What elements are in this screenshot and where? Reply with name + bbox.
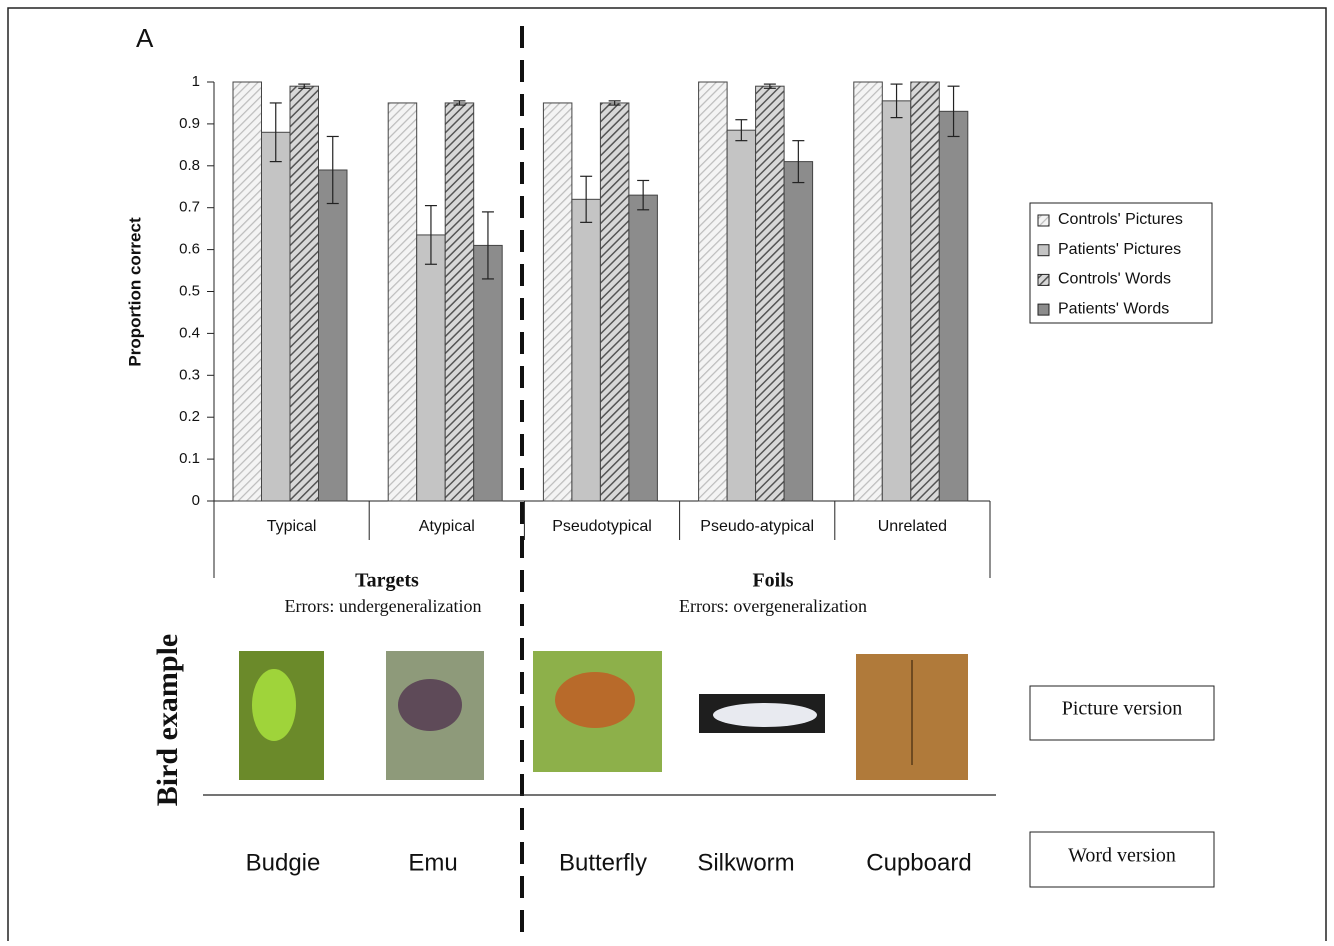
group-sublabel: Errors: undergeneralization bbox=[284, 596, 481, 616]
picture-version-box bbox=[1029, 685, 1215, 741]
error-bar bbox=[890, 83, 903, 119]
legend-swatch bbox=[1037, 273, 1050, 286]
y-tick-label: 1 bbox=[192, 73, 200, 90]
legend-label: Patients' Pictures bbox=[1058, 241, 1181, 258]
error-bar bbox=[763, 83, 776, 89]
bar bbox=[599, 102, 630, 502]
y-tick-label: 0.8 bbox=[179, 157, 200, 174]
bar bbox=[387, 102, 418, 502]
silkworm-body bbox=[713, 703, 817, 727]
legend-swatch bbox=[1037, 244, 1050, 257]
error-bar bbox=[269, 102, 282, 163]
legend-label: Patients' Words bbox=[1058, 300, 1169, 317]
bar bbox=[416, 234, 446, 502]
error-bar bbox=[298, 83, 311, 89]
legend-box bbox=[1029, 202, 1213, 324]
panel-label: A bbox=[136, 23, 154, 53]
bar bbox=[473, 244, 503, 502]
error-bar bbox=[637, 179, 650, 211]
error-bar bbox=[608, 100, 621, 106]
x-tick-label: Pseudotypical bbox=[552, 518, 652, 535]
y-tick-label: 0.2 bbox=[179, 408, 200, 425]
example-label: Bird example bbox=[151, 634, 184, 807]
bar bbox=[318, 169, 348, 502]
y-tick-label: 0.6 bbox=[179, 241, 200, 258]
bar bbox=[783, 161, 814, 502]
group-label: Foils bbox=[752, 570, 793, 592]
x-tick-label: Unrelated bbox=[878, 518, 947, 535]
x-tick-label: Atypical bbox=[419, 518, 475, 535]
error-bar bbox=[792, 140, 805, 184]
error-bar bbox=[947, 85, 960, 138]
y-axis-label: Proportion correct bbox=[125, 217, 144, 367]
legend-label: Controls' Words bbox=[1058, 271, 1171, 288]
bar bbox=[755, 85, 785, 502]
y-tick-label: 0.5 bbox=[179, 282, 200, 299]
error-bar bbox=[453, 100, 466, 106]
error-bar bbox=[580, 175, 593, 223]
error-bar bbox=[326, 135, 339, 205]
y-tick-label: 0.7 bbox=[179, 199, 200, 216]
emu-body bbox=[398, 679, 462, 731]
y-tick-label: 0 bbox=[192, 492, 200, 509]
bar bbox=[853, 81, 883, 502]
group-label: Targets bbox=[355, 570, 419, 592]
example-word: Cupboard bbox=[866, 849, 971, 876]
bar bbox=[542, 102, 573, 502]
budgie-body bbox=[252, 669, 296, 741]
bar bbox=[289, 85, 319, 502]
example-word: Budgie bbox=[246, 849, 321, 876]
error-bar bbox=[735, 119, 748, 142]
bar bbox=[571, 198, 601, 502]
y-tick-label: 0.4 bbox=[179, 324, 200, 341]
bar bbox=[444, 102, 475, 502]
y-tick-label: 0.1 bbox=[179, 450, 200, 467]
bar bbox=[726, 129, 757, 502]
legend-swatch bbox=[1037, 303, 1050, 316]
x-tick-label: Pseudo-atypical bbox=[700, 518, 814, 535]
y-tick-label: 0.9 bbox=[179, 115, 200, 132]
x-tick-label: Typical bbox=[267, 518, 317, 535]
example-word: Emu bbox=[408, 849, 457, 876]
bar bbox=[261, 131, 291, 502]
error-bar bbox=[481, 211, 494, 280]
bar bbox=[910, 81, 940, 502]
bar bbox=[938, 110, 969, 502]
bar bbox=[698, 81, 728, 502]
example-word: Silkworm bbox=[697, 849, 794, 876]
example-word: Butterfly bbox=[559, 849, 647, 876]
bar bbox=[881, 100, 912, 502]
error-bar bbox=[424, 205, 437, 265]
word-version-box bbox=[1029, 831, 1215, 888]
frame bbox=[7, 7, 1327, 941]
word-version-label: Word version bbox=[1068, 845, 1176, 867]
picture-version-label: Picture version bbox=[1062, 698, 1183, 720]
group-sublabel: Errors: overgeneralization bbox=[679, 596, 867, 616]
legend-label: Controls' Pictures bbox=[1058, 211, 1183, 228]
legend-swatch bbox=[1037, 214, 1050, 227]
example-images bbox=[239, 651, 968, 780]
y-tick-label: 0.3 bbox=[179, 366, 200, 383]
butterfly-wings bbox=[555, 672, 635, 728]
bar bbox=[232, 81, 262, 502]
bar bbox=[628, 194, 658, 502]
